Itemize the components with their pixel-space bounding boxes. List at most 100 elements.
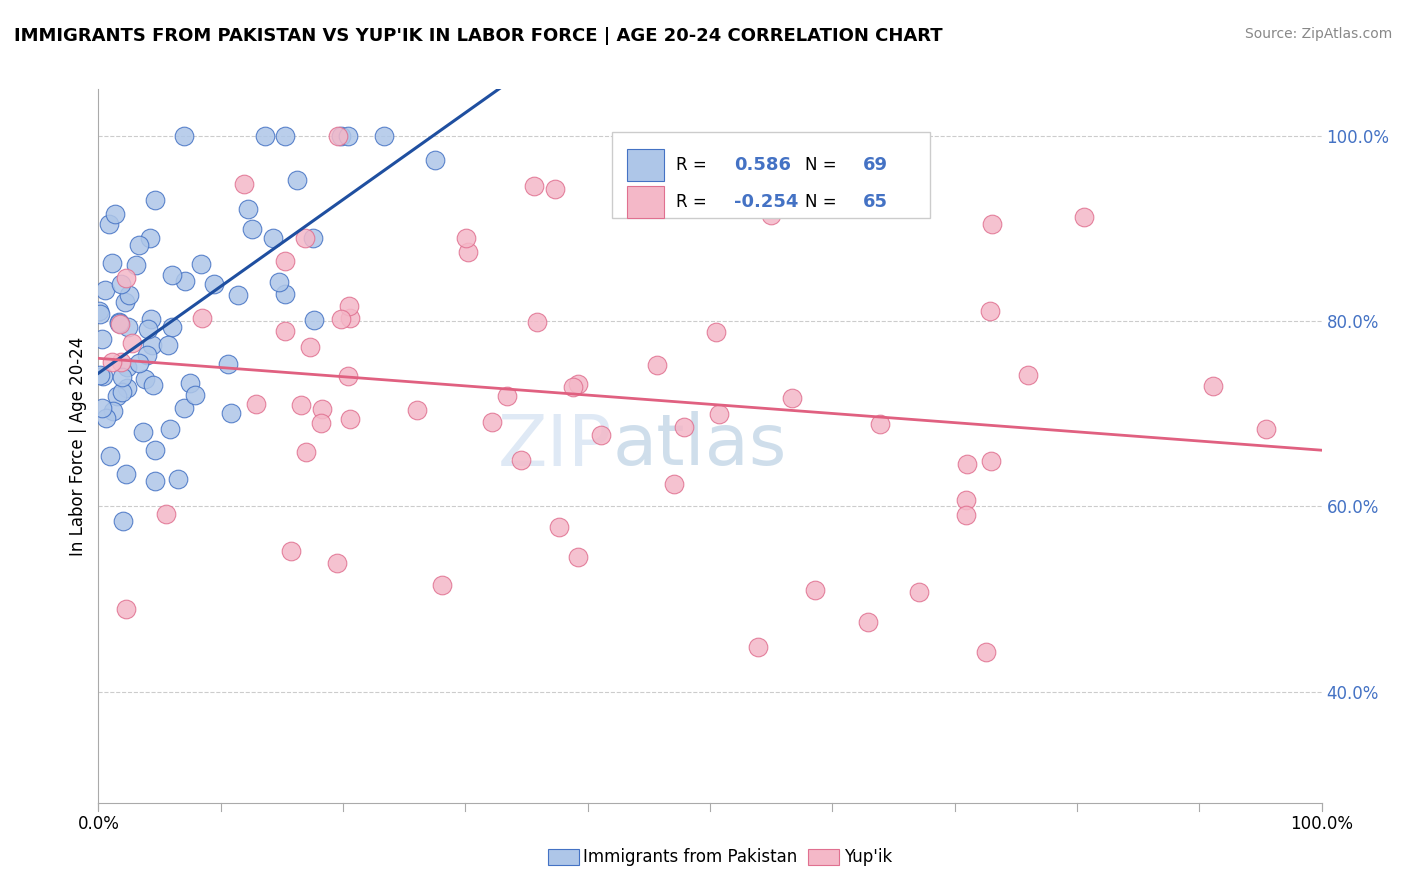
Point xyxy=(567,550,589,565)
Text: R =: R = xyxy=(676,194,711,211)
Point xyxy=(202,277,225,292)
Point xyxy=(112,514,135,528)
Point xyxy=(94,410,117,425)
Point xyxy=(115,381,138,395)
Point xyxy=(782,391,804,405)
Point xyxy=(976,645,998,659)
Point xyxy=(107,315,129,329)
Point xyxy=(481,416,503,430)
Point xyxy=(662,477,685,491)
Point xyxy=(727,161,749,175)
Point xyxy=(956,457,979,471)
Point xyxy=(166,472,188,486)
Point xyxy=(329,312,352,326)
Point xyxy=(274,286,297,301)
Point xyxy=(93,369,115,384)
Point xyxy=(160,268,183,282)
Point xyxy=(89,307,111,321)
Point xyxy=(91,401,114,416)
Point xyxy=(299,340,322,354)
Point xyxy=(294,231,316,245)
Point xyxy=(114,295,136,310)
Point xyxy=(856,615,879,629)
Point xyxy=(803,583,825,598)
Text: 69: 69 xyxy=(863,155,889,174)
Text: Yup'ik: Yup'ik xyxy=(844,848,891,866)
Point xyxy=(110,317,132,331)
Y-axis label: In Labor Force | Age 20-24: In Labor Force | Age 20-24 xyxy=(69,336,87,556)
Point xyxy=(274,128,297,143)
Point xyxy=(173,401,195,415)
Point xyxy=(142,377,165,392)
Point xyxy=(103,404,125,418)
Point xyxy=(219,406,242,420)
Point xyxy=(143,474,166,488)
Point xyxy=(173,128,195,143)
Point xyxy=(869,417,891,431)
Point xyxy=(510,452,533,467)
Text: N =: N = xyxy=(806,194,842,211)
Point xyxy=(548,519,571,533)
Point xyxy=(373,128,395,143)
Point xyxy=(262,231,284,245)
Point xyxy=(908,585,931,599)
Point xyxy=(339,412,361,426)
Text: Source: ZipAtlas.com: Source: ZipAtlas.com xyxy=(1244,27,1392,41)
Point xyxy=(309,416,332,430)
Point xyxy=(337,128,360,143)
Point xyxy=(267,275,290,289)
Point xyxy=(704,325,727,339)
Point xyxy=(454,231,477,245)
Point xyxy=(143,443,166,458)
Point xyxy=(544,182,567,196)
Point xyxy=(979,304,1001,318)
Point xyxy=(162,320,184,334)
Text: 0.586: 0.586 xyxy=(734,155,792,174)
Point xyxy=(115,467,138,481)
Point xyxy=(1073,210,1095,224)
Point xyxy=(141,338,163,352)
Point xyxy=(111,370,134,384)
Point xyxy=(336,368,359,383)
Point xyxy=(110,355,132,369)
Point xyxy=(295,445,318,459)
Point xyxy=(405,403,427,417)
Point xyxy=(139,231,162,245)
Text: ZIP: ZIP xyxy=(498,411,612,481)
Point xyxy=(128,356,150,370)
Point xyxy=(226,288,249,302)
FancyBboxPatch shape xyxy=(612,132,931,218)
Point xyxy=(117,320,139,334)
Point xyxy=(104,207,127,221)
Point xyxy=(589,428,612,442)
Point xyxy=(98,217,121,231)
Point xyxy=(141,311,163,326)
Point xyxy=(290,398,312,412)
Point xyxy=(184,388,207,402)
Point xyxy=(337,299,360,313)
Text: Immigrants from Pakistan: Immigrants from Pakistan xyxy=(583,848,797,866)
Point xyxy=(245,397,267,411)
Point xyxy=(94,283,117,297)
Point xyxy=(89,303,111,318)
Point xyxy=(302,231,325,245)
Point xyxy=(157,338,180,352)
Point xyxy=(107,317,129,331)
Point xyxy=(98,449,121,463)
Point xyxy=(496,389,519,403)
Point xyxy=(101,355,124,369)
Text: R =: R = xyxy=(676,155,711,174)
Point xyxy=(89,368,111,382)
Text: N =: N = xyxy=(806,155,842,174)
Point xyxy=(1256,421,1278,435)
Point xyxy=(1017,368,1039,383)
Point xyxy=(105,389,128,403)
Point xyxy=(110,277,132,292)
Point xyxy=(111,384,134,399)
Point xyxy=(330,128,353,143)
Point xyxy=(240,222,263,236)
Point xyxy=(304,313,326,327)
Point xyxy=(132,425,155,439)
Point xyxy=(90,332,112,346)
Point xyxy=(273,324,295,338)
